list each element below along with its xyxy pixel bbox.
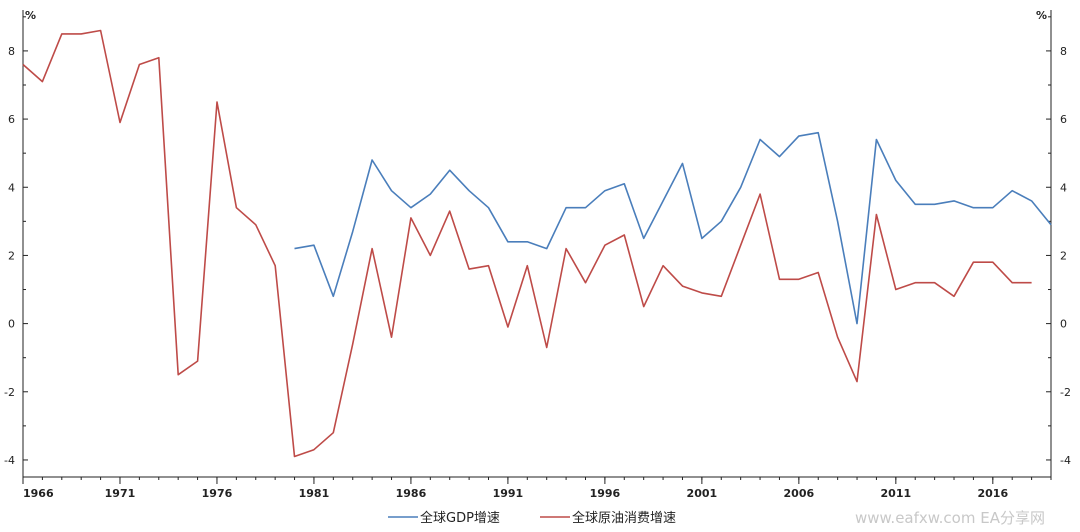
y-tick-label-right: 8 — [1060, 45, 1067, 58]
y-tick-label-left: 2 — [8, 249, 15, 262]
series-line-1 — [294, 131, 1052, 325]
x-tick-label: 1981 — [299, 487, 330, 500]
y-axis-right-unit: % — [1036, 9, 1047, 22]
y-axis-left-unit: % — [25, 9, 36, 22]
x-tick-label: 1986 — [396, 487, 427, 500]
x-tick-label: 1976 — [202, 487, 233, 500]
x-tick-label: 2011 — [881, 487, 912, 500]
y-tick-label-right: 0 — [1060, 318, 1067, 331]
axes-layer: % % -4 -4 -2 -2 0 0 2 2 4 4 6 6 8 8 1966 1971 1976 1981 1986… — [4, 9, 1071, 500]
y-tick-label-right: -4 — [1060, 454, 1071, 467]
y-tick-label-left: -2 — [4, 386, 15, 399]
y-tick-label-left: 8 — [8, 45, 15, 58]
x-tick-label: 1966 — [23, 487, 54, 500]
x-tick-label: 2016 — [977, 487, 1008, 500]
legend-label-1: 全球GDP增速 — [420, 510, 500, 526]
legend: 全球GDP增速 全球原油消费增速 — [388, 510, 676, 526]
y-tick-label-right: 6 — [1060, 113, 1067, 126]
x-tick-label: 2006 — [784, 487, 815, 500]
watermark-text: www.eafxw.com EA分享网 — [855, 509, 1045, 527]
y-tick-label-right: -2 — [1060, 386, 1071, 399]
y-tick-label-left: 0 — [8, 318, 15, 331]
series-line-2 — [22, 29, 1032, 458]
y-tick-label-left: 6 — [8, 113, 15, 126]
x-tick-label: 1996 — [590, 487, 621, 500]
x-tick-label: 1991 — [493, 487, 524, 500]
x-tick-label: 2001 — [687, 487, 718, 500]
y-tick-label-left: -4 — [4, 454, 15, 467]
y-tick-label-left: 4 — [8, 181, 15, 194]
y-tick-label-right: 2 — [1060, 249, 1067, 262]
series-layer — [22, 29, 1052, 458]
x-tick-label: 1971 — [105, 487, 136, 500]
legend-label-2: 全球原油消费增速 — [572, 510, 676, 526]
y-tick-label-right: 4 — [1060, 181, 1067, 194]
